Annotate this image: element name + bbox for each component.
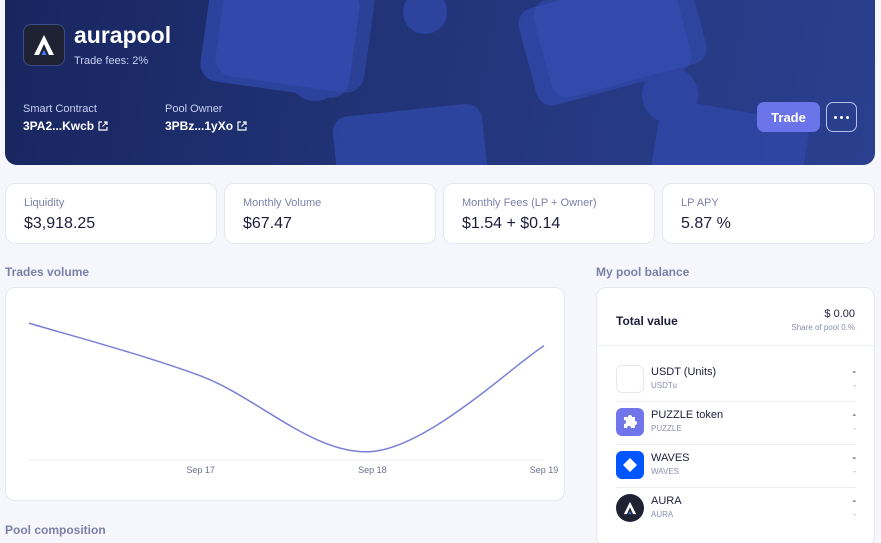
asset-ticker: AURA	[651, 510, 674, 519]
asset-row-aura: AURA AURA - -	[616, 493, 856, 523]
asset-row-usdt: USDT (Units) USDTu - -	[616, 364, 856, 394]
trades-volume-chart: Sep 17 Sep 18 Sep 19	[5, 287, 565, 501]
stat-value: $1.54 + $0.14	[462, 215, 561, 232]
asset-name: AURA	[651, 495, 682, 507]
pool-header: aurapool Trade fees: 2% Smart Contract 3…	[5, 0, 875, 165]
asset-ticker: WAVES	[651, 467, 680, 476]
divider	[616, 401, 856, 402]
smart-contract-address[interactable]: 3PA2...Kwcb	[23, 119, 95, 133]
total-value: $ 0.00	[824, 308, 855, 320]
stat-label: Liquidity	[24, 197, 65, 209]
puzzle-icon	[616, 408, 644, 436]
asset-sub-value: -	[853, 510, 856, 519]
pool-owner-label: Pool Owner	[165, 103, 223, 115]
asset-value: -	[852, 452, 856, 464]
pool-composition-title: Pool composition	[5, 523, 106, 537]
trade-button[interactable]: Trade	[757, 102, 820, 132]
asset-value: -	[852, 495, 856, 507]
pool-balance-card: Total value $ 0.00 Share of pool 0.% USD…	[596, 287, 875, 543]
pool-owner-address[interactable]: 3PBz...1yXo	[165, 119, 234, 133]
asset-sub-value: -	[853, 381, 856, 390]
stat-monthly-fees: Monthly Fees (LP + Owner) $1.54 + $0.14	[443, 183, 655, 244]
more-dots-icon	[834, 115, 837, 119]
divider	[616, 487, 856, 488]
smart-contract-link[interactable]: 3PA2...Kwcb	[23, 119, 108, 133]
asset-sub-value: -	[853, 424, 856, 433]
asset-value: -	[852, 366, 856, 378]
asset-row-waves: WAVES WAVES - -	[616, 450, 856, 480]
asset-sub-value: -	[853, 467, 856, 476]
total-value-label: Total value	[616, 314, 678, 328]
asset-ticker: USDTu	[651, 381, 677, 390]
trades-volume-svg: Sep 17 Sep 18 Sep 19	[28, 322, 559, 475]
stat-value: 5.87 %	[681, 215, 731, 232]
stat-label: Monthly Volume	[243, 197, 322, 209]
external-link-icon	[98, 121, 108, 131]
asset-ticker: PUZZLE	[651, 424, 682, 433]
asset-value: -	[852, 409, 856, 421]
smart-contract-info: Smart Contract 3PA2...Kwcb	[23, 103, 108, 133]
waves-icon	[616, 451, 644, 479]
more-dot	[840, 115, 843, 119]
stat-liquidity: Liquidity $3,918.25	[5, 183, 217, 244]
pool-balance-title: My pool balance	[596, 265, 690, 279]
pool-share: Share of pool 0.%	[791, 323, 855, 332]
more-dot	[846, 115, 849, 119]
external-link-icon	[237, 121, 247, 131]
aura-icon	[616, 494, 644, 522]
pool-name: aurapool	[74, 22, 172, 48]
usdt-icon	[616, 365, 644, 393]
asset-row-puzzle: PUZZLE token PUZZLE - -	[616, 407, 856, 437]
smart-contract-label: Smart Contract	[23, 103, 97, 115]
aura-logo-icon	[23, 24, 65, 66]
stat-label: Monthly Fees (LP + Owner)	[462, 197, 597, 209]
volume-series-line	[28, 322, 545, 453]
asset-name: PUZZLE token	[651, 409, 724, 421]
trade-fees: Trade fees: 2%	[74, 55, 149, 67]
asset-name: WAVES	[651, 452, 690, 464]
trades-volume-title: Trades volume	[5, 265, 90, 279]
asset-name: USDT (Units)	[651, 366, 717, 378]
divider	[616, 444, 856, 445]
stat-value: $67.47	[243, 215, 292, 232]
x-tick-label: Sep 19	[530, 465, 559, 475]
stat-monthly-volume: Monthly Volume $67.47	[224, 183, 436, 244]
stat-lp-apy: LP APY 5.87 %	[662, 183, 875, 244]
more-options-button[interactable]	[826, 102, 857, 132]
stat-value: $3,918.25	[24, 215, 96, 232]
pool-owner-link[interactable]: 3PBz...1yXo	[165, 119, 247, 133]
total-value-row: Total value $ 0.00 Share of pool 0.%	[597, 288, 874, 346]
stat-label: LP APY	[681, 197, 719, 209]
x-tick-label: Sep 17	[186, 465, 215, 475]
pool-owner-info: Pool Owner 3PBz...1yXo	[165, 103, 247, 133]
x-tick-label: Sep 18	[358, 465, 387, 475]
